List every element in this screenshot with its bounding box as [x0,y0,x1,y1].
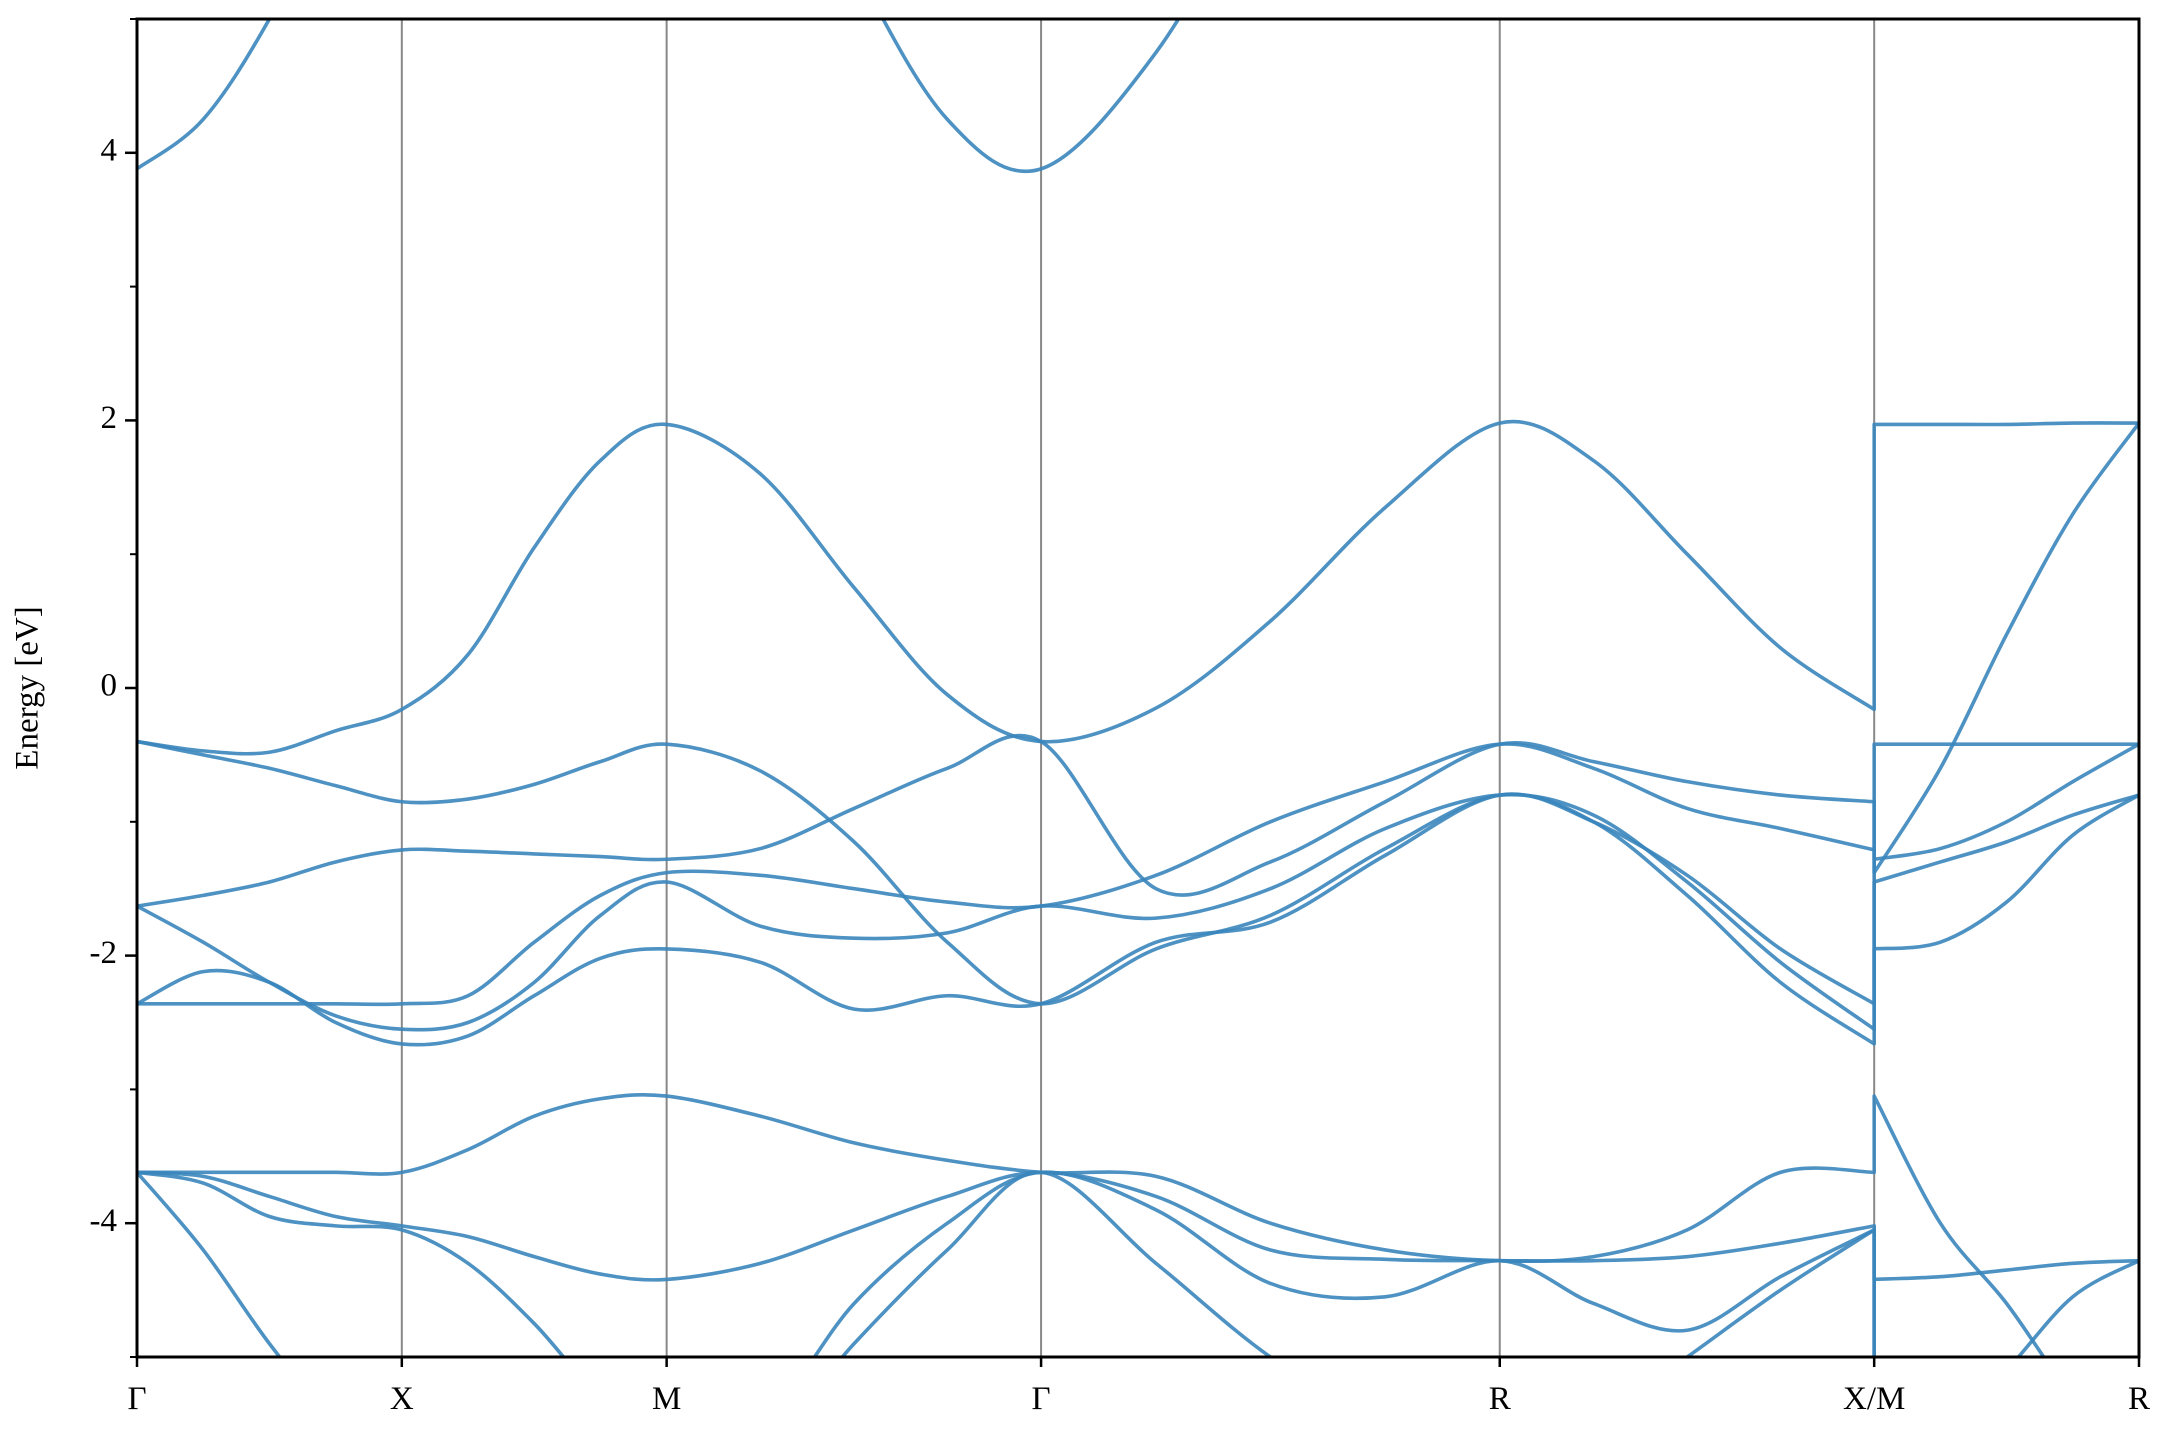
x-tick-label: Γ [127,1381,146,1417]
x-tick-label: M [652,1381,681,1417]
y-axis-label: Energy [eV] [10,606,46,769]
band-line [137,1170,2139,1282]
y-tick-label: 4 [101,132,118,168]
band-line [137,19,1181,174]
band-line [137,739,2139,1046]
x-tick-label: X/M [1843,1381,1905,1417]
band-line [137,1092,2046,1357]
band-line [137,1170,2139,1357]
x-tick-label: Γ [1032,1381,1051,1417]
band-line [137,422,2139,1007]
x-tick-label: R [2128,1381,2150,1417]
band-line [137,792,2139,1047]
y-tick-label: -4 [90,1203,118,1239]
plot-frame [135,17,2141,1359]
x-tick-label: X [390,1381,414,1417]
band-line [137,1170,1876,1357]
band-line [137,419,2139,756]
y-tick-label: -2 [90,935,118,971]
band-line [137,733,2139,908]
band-line [137,792,2139,1032]
x-tick-label: R [1489,1381,1511,1417]
y-tick-label: 0 [101,668,118,704]
plot-area [137,19,2139,1357]
y-tick-label: 2 [101,400,118,436]
